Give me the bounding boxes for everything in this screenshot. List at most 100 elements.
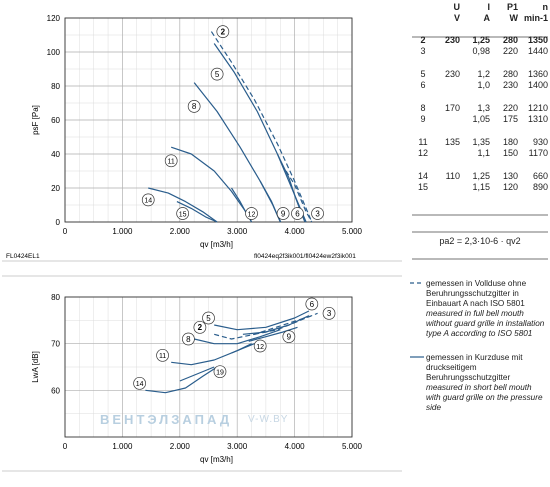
x-tick-label: 1.000: [112, 227, 133, 236]
legend-dashed-en: measured in full bell mouth without guar…: [426, 309, 545, 338]
curve-marker-circle: [291, 207, 304, 220]
table-row: 12 1,1 150 1170: [412, 148, 548, 159]
series-line-15: [179, 366, 215, 382]
x-axis-label: qv [m3/h]: [200, 455, 233, 464]
curve-marker-circle: [322, 306, 336, 320]
curve-marker-circle: [187, 100, 201, 113]
curve-marker-circle: [176, 207, 190, 220]
table-row: 8 170 1,3 220 1210: [412, 103, 548, 114]
x-tick-label: 5.000: [342, 442, 363, 451]
legend-solid: gemessen in Kurzduse mit druckseitigem B…: [408, 353, 548, 413]
y-tick-label: 100: [47, 48, 61, 57]
plot-frame: [64, 17, 353, 223]
x-axis-label: qv [m3/h]: [200, 240, 233, 249]
table-row: 11 135 1,35 180 930: [412, 137, 548, 148]
y-axis-label: psF [Pa]: [31, 105, 40, 135]
curve-marker-11: 11: [156, 348, 169, 362]
cell-n: 1400: [527, 80, 548, 90]
curve-marker-label: 2: [221, 27, 226, 36]
x-tick-label: 0: [63, 442, 68, 451]
curve-marker-circle: [282, 330, 296, 344]
curve-marker-label: 12: [248, 211, 256, 218]
cell-u: 110: [445, 171, 460, 181]
cell-u: 170: [444, 103, 460, 113]
curve-marker-9: 9: [282, 330, 296, 344]
cell-i: 1,25: [472, 35, 490, 45]
x-tick-label: 0: [63, 227, 68, 236]
curve-marker-8: 8: [182, 332, 195, 346]
cell-p: 120: [502, 182, 518, 192]
curve-marker-label: 9: [287, 332, 292, 341]
curve-id: 3: [420, 46, 426, 56]
pressure-chart: 0 1.000 2.000 3.000 4.000 5.000 0 20 40 60 80 100 12…: [31, 14, 363, 249]
table-row: 6 1,0 230 1400: [412, 80, 548, 91]
x-tick-label: 1.000: [112, 442, 133, 451]
curve-id: 9: [420, 114, 426, 124]
curve-marker-label: 5: [206, 314, 211, 323]
curve-marker-circle: [253, 339, 267, 353]
curve-marker-label: 2: [198, 323, 203, 332]
y-tick-label: 70: [51, 340, 60, 349]
header-i: I: [487, 2, 490, 12]
cell-p: 230: [502, 80, 518, 90]
cell-i: 1,1: [477, 148, 490, 158]
y-tick-label: 60: [51, 116, 60, 125]
cell-p: 220: [502, 46, 518, 56]
cell-n: 1360: [527, 69, 548, 79]
table-units: V A W min-1: [412, 13, 548, 24]
cell-i: 0,98: [472, 46, 490, 56]
table-group-gap: [412, 24, 548, 35]
watermark: ВЕНТЭЛЗАПАД: [100, 412, 233, 427]
curve-marker-circle: [202, 311, 215, 325]
curve-marker-8: 8: [187, 100, 201, 113]
table-row: 9 1,05 175 1310: [412, 114, 548, 125]
cell-u: 135: [444, 137, 460, 147]
curve-marker-label: 8: [192, 102, 197, 111]
table-group-gap: [412, 57, 548, 69]
unit-p: W: [509, 13, 519, 23]
curve-marker-label: 9: [281, 209, 286, 218]
cell-u: [434, 148, 460, 159]
curve-marker-12: 12: [253, 339, 267, 353]
x-tick-label: 3.000: [227, 227, 248, 236]
series-line-5: [213, 43, 307, 223]
series-line-14: [148, 187, 218, 223]
cell-u: [434, 46, 460, 57]
cell-i: 1,15: [472, 182, 490, 192]
cell-n: 890: [532, 182, 548, 192]
sound-chart: 0 1.000 2.000 3.000 4.000 5.000 60 70 80 qv [m3/h…: [31, 293, 363, 464]
header-u: U: [453, 2, 461, 12]
cell-u: [434, 114, 460, 125]
table-group-gap: [412, 91, 548, 103]
curve-marker-label: 6: [310, 300, 315, 309]
x-tick-label: 4.000: [285, 442, 306, 451]
cell-i: 1,25: [472, 171, 490, 181]
header-p: P1: [506, 2, 518, 12]
table-row: 3 0,98 220 1440: [412, 46, 548, 57]
series-line-14: [145, 366, 218, 394]
curve-marker-circle: [210, 67, 224, 81]
left-code: FL0424EL1: [6, 253, 40, 260]
curve-marker-3: 3: [322, 306, 336, 320]
curve-marker-label: 3: [315, 209, 320, 218]
series-line-15: [176, 201, 218, 223]
y-tick-label: 60: [51, 386, 60, 395]
cell-n: 930: [532, 137, 548, 147]
formula-box: pa2 = 2,3·10-6 · qv2: [412, 236, 548, 246]
series-line-2: [210, 31, 313, 223]
y-tick-label: 0: [56, 218, 61, 227]
curve-marker-label: 8: [186, 335, 191, 344]
cell-p: 220: [502, 103, 518, 113]
cell-n: 1170: [528, 148, 548, 158]
curve-marker-circle: [213, 365, 227, 379]
table-header: U I P1 n: [412, 2, 549, 13]
legend-dashed-de: gemessen in Vollduse ohne Beruhrungsschu…: [426, 279, 527, 308]
curve-marker-label: 14: [136, 381, 144, 388]
curve-marker-circle: [305, 297, 319, 311]
cell-p: 175: [502, 114, 518, 124]
curve-marker-5: 5: [202, 311, 215, 325]
curve-marker-19: 19: [213, 365, 227, 379]
curve-marker-label: 6: [295, 209, 300, 218]
curve-marker-2: 2: [216, 25, 230, 38]
series-line-6: [242, 315, 310, 335]
